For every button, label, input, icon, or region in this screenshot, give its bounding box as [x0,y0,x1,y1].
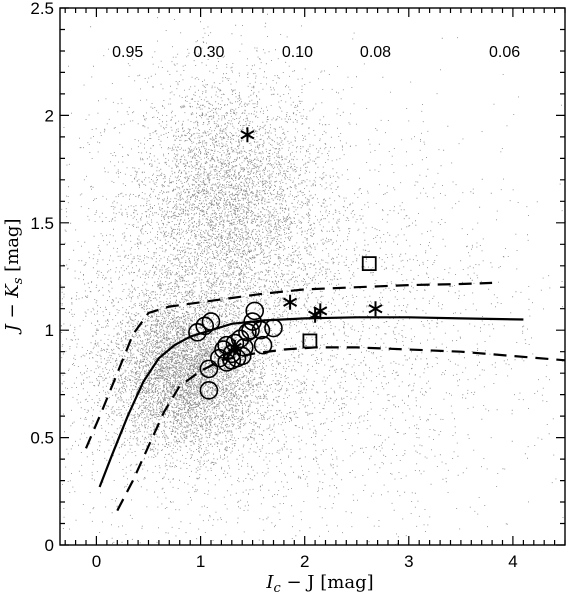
plot-frame [59,7,566,546]
tick-labels: 0 1 2 3 4 0 0.5 1 1.5 2 2.5 [30,0,517,571]
x-tick-label: 3 [404,552,413,571]
open-circle-point [245,301,265,321]
y-axis-label: J − Ks [mag] [2,219,26,336]
mass-label: 0.30 [193,44,224,61]
y-tick-label: 2.5 [30,0,54,18]
open-circle-point [264,318,283,338]
mass-label: 0.95 [112,44,143,61]
open-circle-point [241,320,260,340]
y-tick-label: 0.5 [30,429,54,448]
dashed-line-upper [84,281,493,449]
open-circle-point [222,350,242,370]
x-tick-label: 4 [508,552,517,571]
tick-marks [60,7,566,546]
x-tick-label: 1 [196,552,205,571]
mass-label: 0.06 [489,44,520,61]
model-curves [84,281,566,512]
field-star-points [60,13,566,546]
axis-ticks [60,7,566,546]
asterisk-point [313,303,328,319]
open-square-point [361,256,377,272]
open-circle-point [253,335,273,355]
open-circle-point [201,312,221,331]
x-tick-label: 0 [92,552,101,571]
dashed-line-lower [116,346,566,512]
y-tick-label: 1 [45,321,54,340]
x-tick-label: 2 [300,552,309,571]
asterisk-point [368,301,383,317]
open-circle-point [199,359,219,379]
asterisk-point [227,339,242,355]
mass-label: 0.10 [282,44,313,61]
open-circle-point [188,323,207,342]
asterisk-point [283,294,298,310]
y-tick-label: 1.5 [30,214,54,233]
mass-labels: 0.95 0.30 0.10 0.08 0.06 [112,44,520,61]
asterisk-point [240,127,255,143]
data-markers [188,127,383,400]
open-circle-point [195,316,215,336]
y-tick-label: 2 [45,106,54,125]
open-circle-point [238,323,257,342]
field-star-cloud [60,13,566,546]
y-tick-label: 0 [45,536,54,555]
plot-border [59,7,566,546]
open-circle-point [251,320,271,340]
open-square-point [302,333,318,349]
open-circle-point [232,346,252,366]
mass-label: 0.08 [360,44,391,61]
x-axis-label: Ic − J [mag] [265,572,373,596]
open-circle-point [199,381,219,400]
